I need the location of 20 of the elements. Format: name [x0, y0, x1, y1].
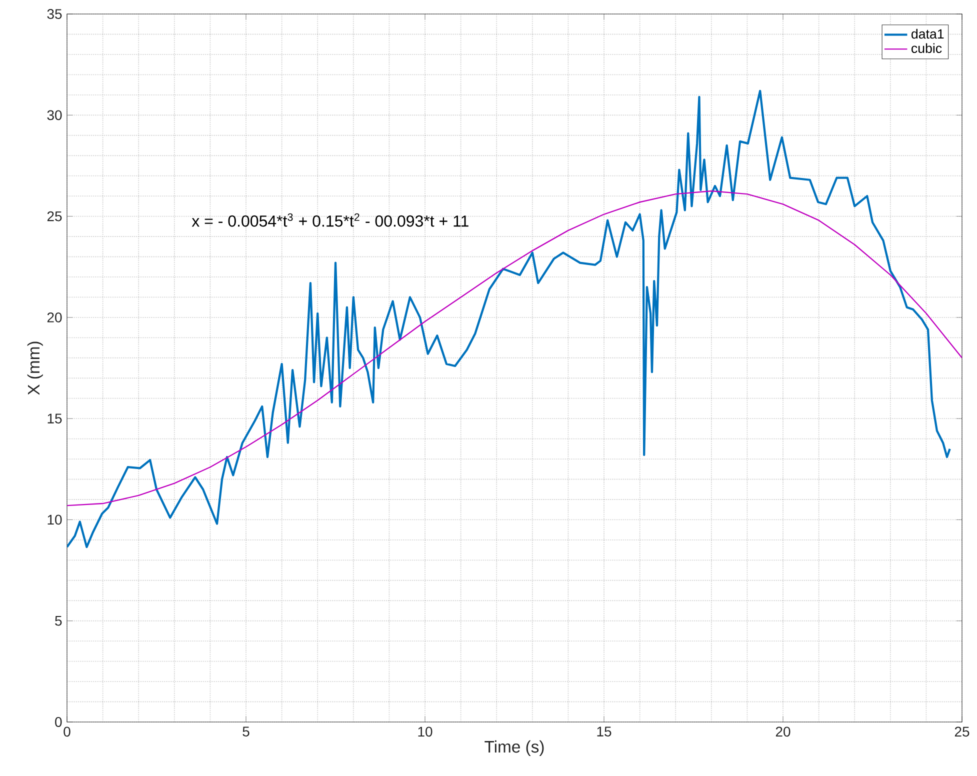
y-axis-title: X (mm) — [27, 342, 43, 395]
x-tick-label: 5 — [242, 726, 250, 736]
annotation: x = - 0.0054*t$^{3}$ + 0.15*t$^{2}$ - 00.093*t + 11 — [192, 213, 468, 227]
legend-label: data1 — [912, 28, 944, 39]
y-tick-label: 15 — [48, 414, 62, 424]
x-tick-label: 20 — [776, 726, 790, 737]
y-tick-label: 0 — [55, 717, 62, 727]
y-tick-label: 30 — [47, 110, 62, 120]
x-axis-title: Time (s) — [484, 740, 544, 756]
x-tick-label: 25 — [954, 726, 970, 737]
y-tick-label: 35 — [47, 9, 62, 19]
y-tick-label: 25 — [47, 211, 62, 222]
legend-label: cubic — [912, 43, 942, 53]
x-tick-label: 0 — [64, 726, 70, 737]
x-tick-label: 10 — [418, 726, 432, 737]
line-series — [67, 90, 951, 548]
y-tick-label: 5 — [55, 616, 62, 626]
x-tick-label: 15 — [597, 726, 612, 736]
y-tick-label: 20 — [47, 312, 62, 322]
y-tick-label: 10 — [48, 514, 62, 525]
